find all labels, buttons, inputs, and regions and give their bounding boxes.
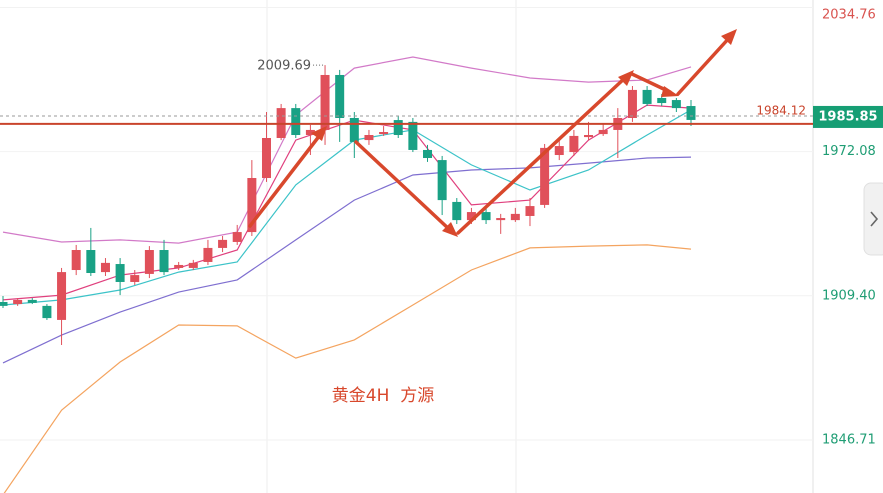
candle-body (115, 264, 125, 282)
candle-body (27, 299, 37, 303)
candle-body (379, 132, 389, 135)
arrow (354, 140, 452, 232)
candle-body (174, 264, 184, 268)
candle-body (598, 129, 608, 135)
candle-body (642, 89, 652, 104)
candles (0, 65, 696, 345)
chevron (870, 211, 879, 227)
candle-body (320, 74, 330, 130)
arrow (676, 35, 732, 96)
high-label: 2009.69 (257, 59, 311, 74)
y-tick-label: 1909.40 (822, 288, 876, 303)
arrow-head (661, 86, 679, 97)
candle-body (437, 160, 447, 201)
indicator-line (2, 109, 692, 306)
candle-body (305, 129, 315, 136)
candle-body (496, 218, 506, 221)
last-price-box (813, 105, 883, 128)
candle-body (540, 147, 550, 205)
candle-body (452, 201, 462, 221)
candle-body (218, 239, 228, 248)
candle-body (686, 106, 696, 120)
arrow-head (618, 70, 634, 86)
candle-body (144, 250, 154, 274)
candle-body (188, 262, 198, 268)
candle-body (232, 232, 242, 242)
candle-body (335, 74, 345, 118)
indicator-line (2, 56, 692, 244)
candle-body (86, 250, 96, 274)
indicator-line (2, 156, 692, 364)
arrow-head (311, 126, 327, 141)
candle-body (130, 275, 140, 282)
candle-body (159, 250, 169, 273)
last-price-label: 1985.85 (818, 109, 877, 124)
annotation: 黄金4H 方源 (332, 386, 434, 406)
y-tick-label: 1846.71 (822, 432, 876, 447)
side-toggle[interactable] (863, 182, 883, 256)
candle-body (408, 121, 418, 150)
y-tick-label: 1972.08 (822, 144, 876, 159)
candle-body (657, 97, 667, 104)
arrow-head (721, 29, 737, 45)
candle-body (569, 135, 579, 153)
candle-body (525, 206, 535, 216)
candle-body (100, 262, 110, 273)
candle-body (13, 299, 23, 305)
candle-body (481, 212, 491, 221)
indicators (2, 56, 692, 493)
candle-body (261, 137, 271, 179)
candle-body (627, 89, 637, 118)
side-button[interactable] (863, 182, 883, 256)
arrow-head (442, 222, 458, 237)
arrow (248, 133, 322, 228)
indicator-line (3, 244, 692, 493)
overlays: 1846.71 1909.40 1972.08 2034.76 2009.69 1984.… (0, 8, 883, 447)
candle-body (349, 117, 359, 142)
candle-body (510, 213, 520, 221)
candle-body (71, 250, 81, 271)
grid (0, 6, 813, 441)
candle-body (584, 135, 594, 138)
candle-body (554, 146, 564, 156)
candle-body (57, 272, 67, 320)
candle-body (203, 247, 213, 262)
arrow (456, 75, 628, 235)
candle-body (393, 120, 403, 136)
candle-body (671, 100, 681, 109)
candle-body (0, 301, 8, 306)
level-label: 1984.12 (756, 103, 806, 117)
candle-body (247, 178, 257, 233)
y-tick-label: 2034.76 (822, 8, 876, 23)
trend-arrows (248, 29, 737, 237)
candle-body (42, 305, 52, 319)
candle-body (466, 212, 476, 221)
candle-body (291, 108, 301, 136)
candle-body (364, 135, 374, 141)
candle-body (423, 149, 433, 159)
